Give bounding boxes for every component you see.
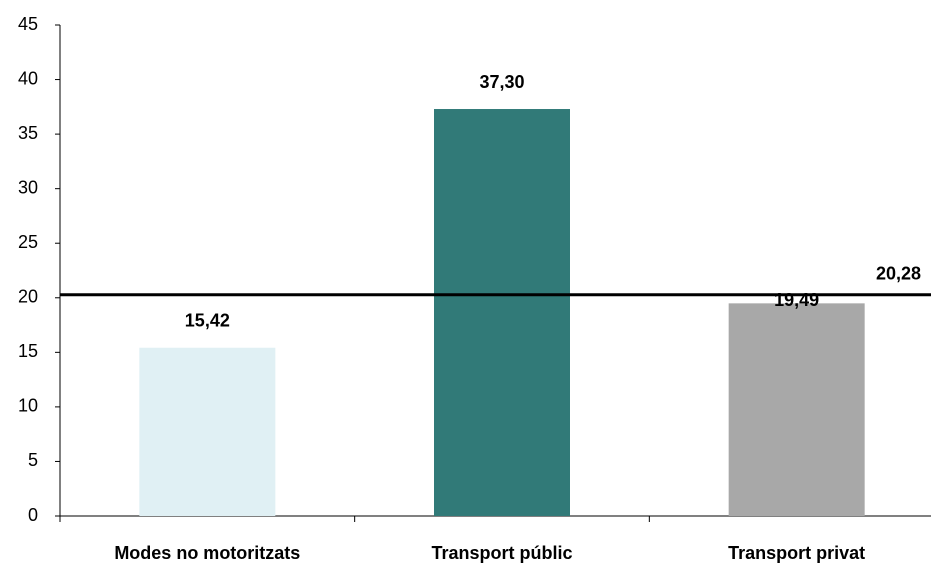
x-tick-label: Modes no motoritzats — [114, 543, 300, 563]
y-tick-label: 20 — [18, 287, 38, 307]
bar — [434, 109, 570, 516]
y-tick-label: 0 — [28, 505, 38, 525]
y-tick-label: 5 — [28, 450, 38, 470]
y-tick-label: 45 — [18, 14, 38, 34]
y-tick-label: 15 — [18, 341, 38, 361]
y-tick-label: 10 — [18, 396, 38, 416]
value-label: 15,42 — [185, 311, 230, 331]
value-label: 19,49 — [774, 290, 819, 310]
x-tick-label: Transport privat — [728, 543, 865, 563]
bar — [728, 303, 865, 516]
x-tick-label: Transport públic — [431, 543, 572, 563]
bar — [139, 347, 276, 516]
y-tick-label: 35 — [18, 123, 38, 143]
y-tick-label: 25 — [18, 232, 38, 252]
y-tick-label: 40 — [18, 68, 38, 88]
reference-label: 20,28 — [876, 263, 921, 283]
y-tick-label: 30 — [18, 177, 38, 197]
value-label: 37,30 — [479, 72, 524, 92]
